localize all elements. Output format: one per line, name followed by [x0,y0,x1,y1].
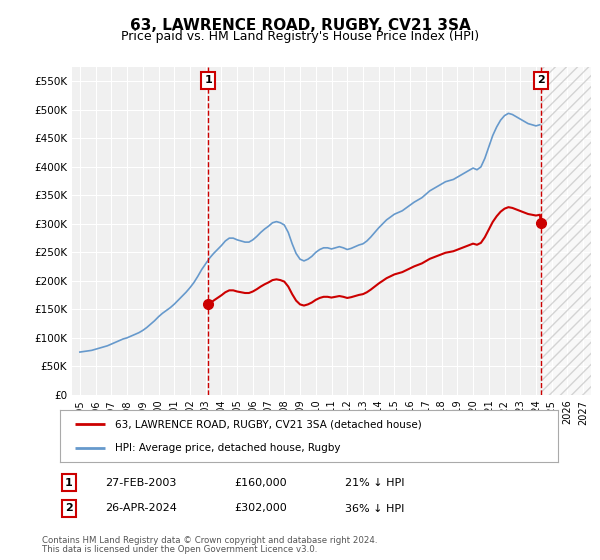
Text: 26-APR-2024: 26-APR-2024 [105,503,177,514]
Text: Contains HM Land Registry data © Crown copyright and database right 2024.: Contains HM Land Registry data © Crown c… [42,536,377,545]
Text: £302,000: £302,000 [234,503,287,514]
Text: 2: 2 [65,503,73,514]
Text: Price paid vs. HM Land Registry's House Price Index (HPI): Price paid vs. HM Land Registry's House … [121,30,479,43]
Text: £160,000: £160,000 [234,478,287,488]
Text: 36% ↓ HPI: 36% ↓ HPI [345,503,404,514]
Text: HPI: Average price, detached house, Rugby: HPI: Average price, detached house, Rugb… [115,443,340,453]
Text: 1: 1 [205,76,212,85]
Text: 27-FEB-2003: 27-FEB-2003 [105,478,176,488]
Text: This data is licensed under the Open Government Licence v3.0.: This data is licensed under the Open Gov… [42,545,317,554]
Text: 63, LAWRENCE ROAD, RUGBY, CV21 3SA (detached house): 63, LAWRENCE ROAD, RUGBY, CV21 3SA (deta… [115,419,422,430]
Text: 1: 1 [65,478,73,488]
Text: 63, LAWRENCE ROAD, RUGBY, CV21 3SA: 63, LAWRENCE ROAD, RUGBY, CV21 3SA [130,18,470,33]
Text: 2: 2 [537,76,545,85]
Text: 21% ↓ HPI: 21% ↓ HPI [345,478,404,488]
